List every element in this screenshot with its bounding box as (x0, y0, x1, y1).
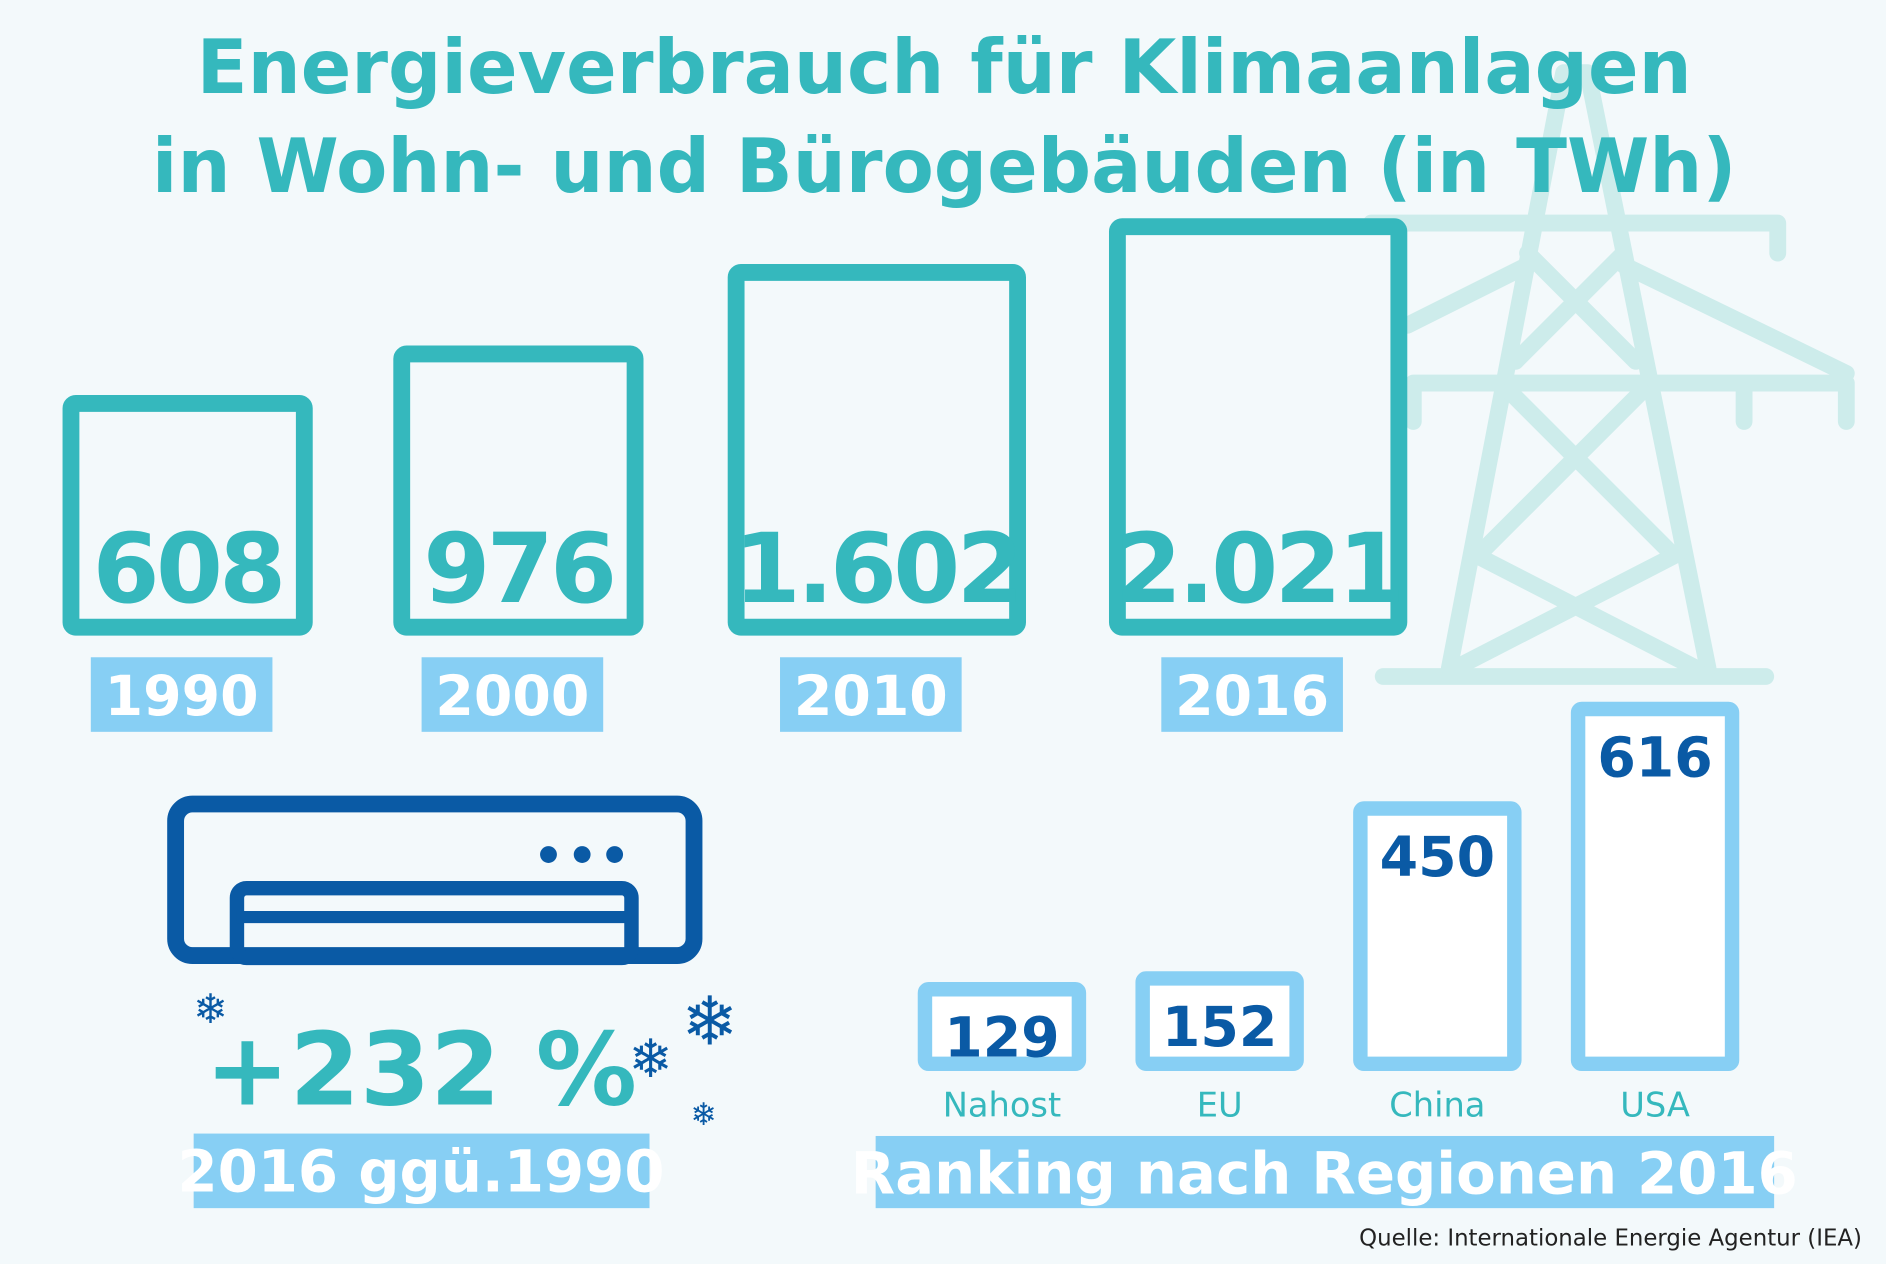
growth-banner (193, 1133, 650, 1209)
region-bar (917, 982, 1087, 1072)
year-label-box (90, 657, 273, 732)
year-label-box (421, 657, 604, 732)
region-label: Nahost (943, 1086, 1061, 1125)
year-label-box (780, 657, 962, 732)
region-bar (1135, 971, 1304, 1072)
snowflake-icon: ❄ (681, 982, 737, 1061)
year-bar-value: 1.602 (734, 513, 1020, 625)
region-banner (875, 1135, 1775, 1209)
source-note: Quelle: Internationale Energie Agentur (… (1359, 1225, 1862, 1251)
snowflake-icon: ❄ (691, 1097, 717, 1133)
year-bar (62, 395, 313, 636)
region-bar-value: 450 (1380, 826, 1495, 890)
title-line-2: in Wohn- und Bürogebäuden (in TWh) (152, 123, 1737, 210)
snowflake-icon: ❄ (193, 985, 227, 1033)
year-bar (1108, 218, 1408, 636)
region-bar-value: 152 (1162, 996, 1277, 1060)
year-bar (393, 345, 644, 636)
region-bar (1353, 801, 1522, 1072)
year-label: 1990 (105, 665, 259, 729)
region-bar (1570, 701, 1740, 1072)
snowflake-icon: ❄ (629, 1029, 673, 1090)
region-label: China (1389, 1086, 1485, 1125)
year-label-box (1161, 657, 1343, 732)
year-label: 2016 (1175, 665, 1329, 729)
year-bar (727, 264, 1026, 636)
year-bar-value: 608 (93, 513, 283, 625)
year-bar-value: 2.021 (1115, 513, 1401, 625)
yearly-bars: 608 1990 976 2000 1.602 2010 2.021 2016 (62, 218, 1408, 732)
region-label: USA (1620, 1086, 1690, 1125)
region-bars: 129 Nahost 152 EU 450 China 616 USA (917, 701, 1740, 1125)
region-bar-value: 616 (1597, 726, 1712, 790)
title-line-1: Energieverbrauch für Klimaanlagen (197, 24, 1692, 111)
region-label: EU (1197, 1086, 1243, 1125)
growth-label: 2016 ggü.1990 (177, 1137, 664, 1205)
air-conditioner-icon (167, 795, 703, 966)
region-bar-value: 129 (944, 1007, 1059, 1071)
year-label: 2010 (794, 665, 948, 729)
year-bar-value: 976 (423, 513, 613, 625)
growth-value: +232 % (205, 1011, 637, 1129)
region-chart-title: Ranking nach Regionen 2016 (851, 1140, 1798, 1208)
power-pylon-icon (1362, 64, 1855, 685)
year-label: 2000 (435, 665, 589, 729)
